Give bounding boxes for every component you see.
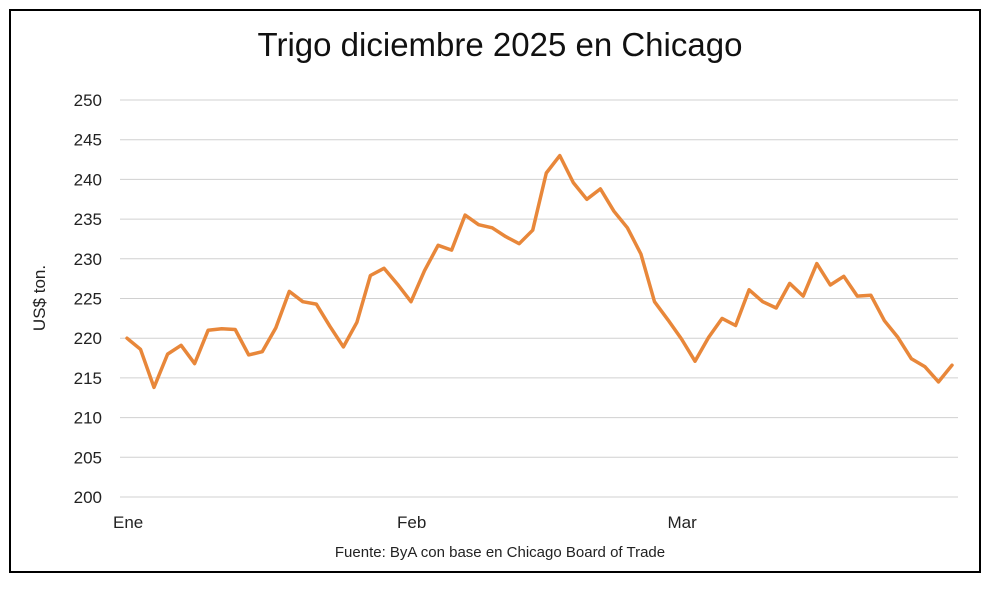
y-tick-label: 205	[74, 448, 102, 467]
series-line-0	[125, 153, 954, 390]
x-tick-label: Feb	[397, 513, 426, 532]
x-axis-ticks: Ene Feb Mar	[113, 513, 697, 532]
chart-frame	[9, 9, 981, 573]
y-tick-label: 220	[74, 329, 102, 348]
y-tick-label: 245	[74, 131, 102, 150]
x-tick-label: Ene	[113, 513, 143, 532]
gridlines	[120, 99, 958, 498]
y-tick-label: 240	[74, 170, 102, 189]
y-axis-ticks: 200 205 210 215 220 225 230 235 240 245 250	[74, 91, 102, 507]
y-tick-label: 250	[74, 91, 102, 110]
y-tick-label: 210	[74, 409, 102, 428]
y-tick-label: 225	[74, 290, 102, 309]
y-tick-label: 200	[74, 488, 102, 507]
chart-title: Trigo diciembre 2025 en Chicago	[257, 26, 743, 63]
series-lines	[125, 153, 954, 390]
y-tick-label: 235	[74, 210, 102, 229]
x-tick-label: Mar	[668, 513, 698, 532]
y-tick-label: 215	[74, 369, 102, 388]
y-tick-label: 230	[74, 250, 102, 269]
source-note: Fuente: ByA con base en Chicago Board of…	[334, 544, 666, 561]
y-axis-label: US$ ton.	[30, 265, 49, 331]
